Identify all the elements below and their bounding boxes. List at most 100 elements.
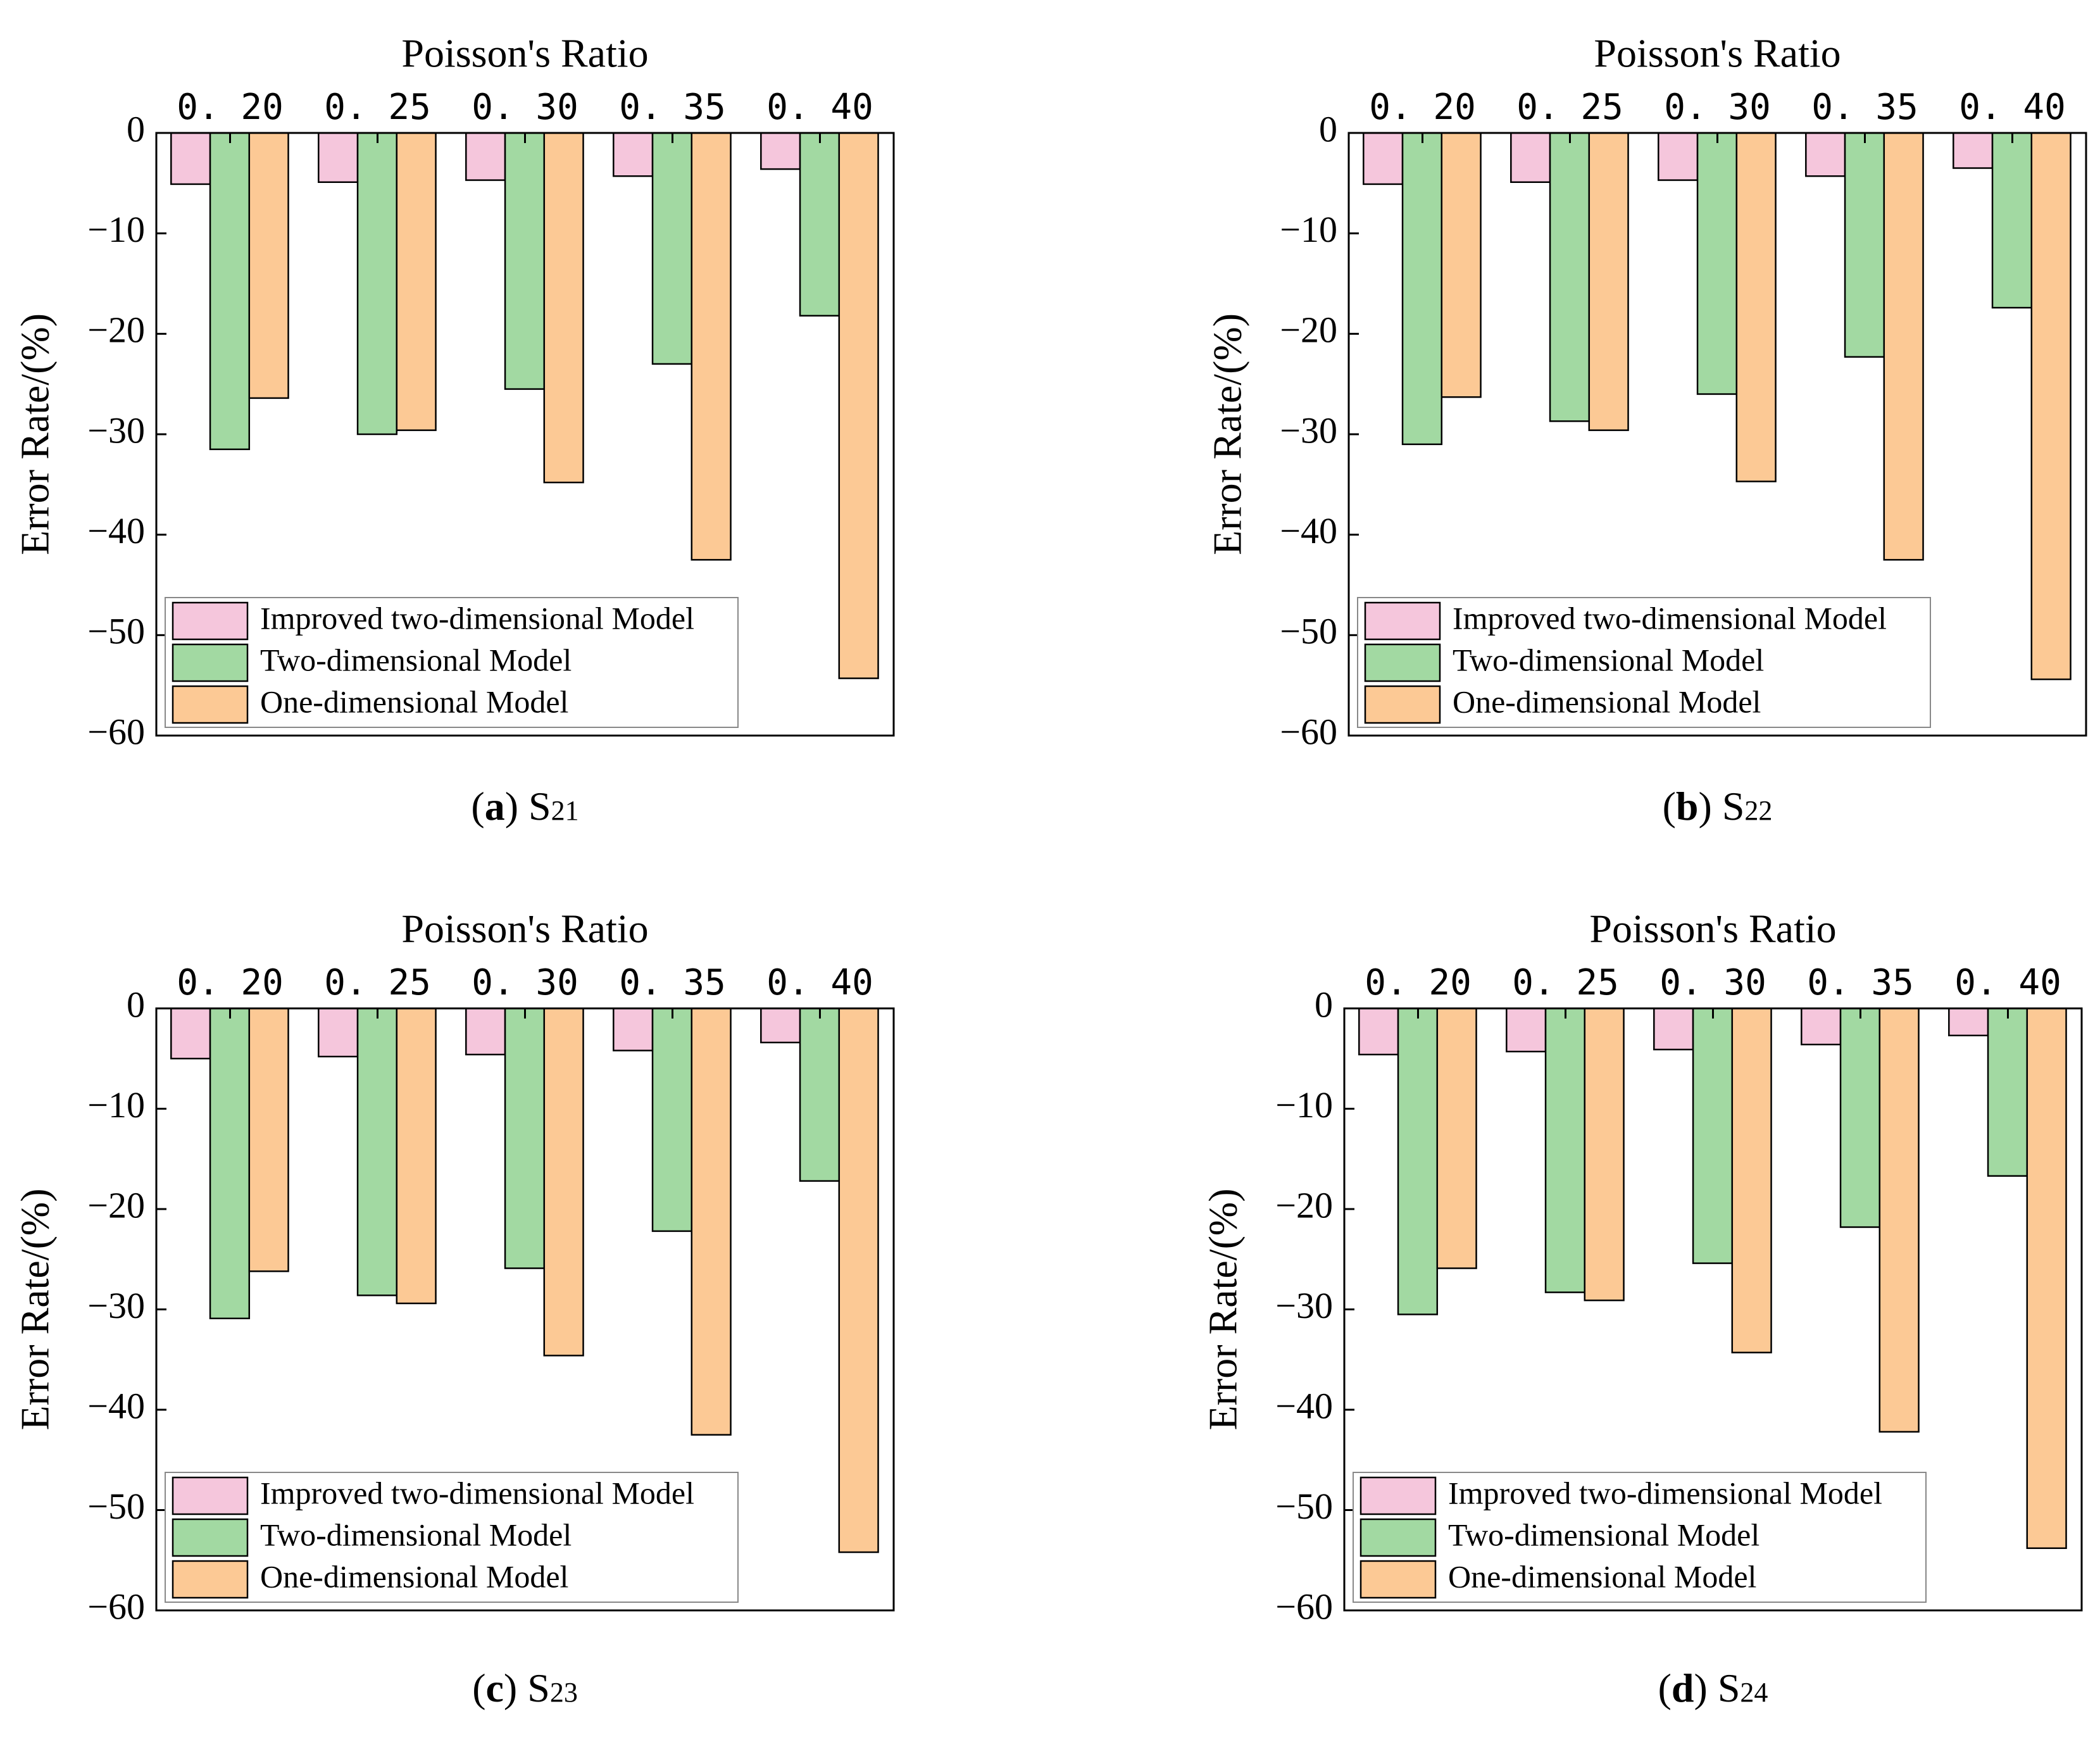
legend-swatch-two-dimensional [1359, 1518, 1437, 1557]
panel-caption: (a) S21 [471, 784, 578, 829]
x-tick-label: 0. 25 [1512, 962, 1619, 1003]
legend-label-one-dimensional: One-dimensional Model [1448, 1558, 1756, 1594]
y-tick-label: −30 [87, 1285, 145, 1326]
bar-two-dimensional-1 [209, 1007, 251, 1320]
y-tick-label: −40 [1280, 510, 1337, 551]
x-tick-label: 0. 40 [1954, 962, 2061, 1003]
caption-subscript: 23 [550, 1677, 578, 1708]
legend-label-two-dimensional: Two-dimensional Model [1448, 1517, 1759, 1552]
bar-improved-4 [613, 132, 654, 177]
x-tick-label: 0. 30 [472, 962, 578, 1003]
y-tick-label: −60 [87, 1586, 145, 1627]
bar-two-dimensional-4 [1839, 1007, 1881, 1228]
bar-one-dimensional-4 [691, 132, 732, 561]
y-tick-label: −10 [87, 209, 145, 250]
bar-one-dimensional-1 [1441, 132, 1482, 398]
legend-label-two-dimensional: Two-dimensional Model [260, 642, 572, 677]
y-tick-label: −40 [87, 1385, 145, 1426]
legend-label-one-dimensional: One-dimensional Model [260, 684, 568, 719]
y-tick-label: −60 [1275, 1586, 1333, 1627]
panel-caption: (b) S22 [1663, 784, 1773, 829]
caption-subscript: 21 [551, 795, 579, 826]
legend-swatch-two-dimensional [1364, 643, 1441, 682]
legend-label-improved: Improved two-dimensional Model [1453, 600, 1887, 636]
bar-one-dimensional-2 [1584, 1007, 1625, 1301]
bar-two-dimensional-2 [1549, 132, 1591, 422]
legend-box [1357, 597, 1931, 728]
x-tick-label: 0. 25 [324, 962, 431, 1003]
bar-two-dimensional-3 [504, 1007, 546, 1269]
y-tick-label: −60 [1280, 711, 1337, 752]
bar-improved-2 [1506, 1007, 1547, 1053]
bar-two-dimensional-1 [1397, 1007, 1439, 1315]
bar-improved-4 [1801, 1007, 1842, 1046]
legend-swatch-one-dimensional [172, 1560, 249, 1599]
legend-box [1353, 1472, 1927, 1603]
legend-swatch-one-dimensional [1364, 685, 1441, 724]
caption-paren-open: ( [472, 1665, 485, 1710]
caption-label: S [1722, 784, 1745, 829]
bar-two-dimensional-5 [1987, 1007, 2028, 1177]
caption-letter: d [1672, 1665, 1694, 1710]
caption-paren-close: ) [505, 784, 528, 829]
caption-letter: c [486, 1665, 504, 1710]
bar-two-dimensional-1 [1401, 132, 1443, 446]
y-tick-label: 0 [1319, 108, 1337, 149]
bar-one-dimensional-3 [543, 132, 584, 484]
caption-subscript: 24 [1740, 1677, 1768, 1708]
y-tick-label: −20 [1280, 310, 1337, 351]
x-tick-label: 0. 40 [766, 87, 873, 128]
caption-paren-close: ) [1694, 1665, 1718, 1710]
x-tick-label: 0. 20 [177, 87, 284, 128]
y-tick-label: 0 [127, 108, 145, 149]
caption-letter: a [485, 784, 505, 829]
chart-title: Poisson's Ratio [1589, 906, 1836, 951]
x-tick-label: 0. 40 [766, 962, 873, 1003]
x-tick-label: 0. 35 [1807, 962, 1914, 1003]
caption-paren-open: ( [1658, 1665, 1672, 1710]
bar-improved-5 [1948, 1007, 1989, 1037]
bar-improved-1 [1363, 132, 1404, 185]
y-tick-label: −50 [87, 611, 145, 652]
y-axis-label: Error Rate/(%) [1205, 313, 1250, 555]
x-tick-label: 0. 20 [1365, 962, 1472, 1003]
x-tick-label: 0. 25 [324, 87, 431, 128]
legend-swatch-one-dimensional [172, 685, 249, 724]
y-tick-label: −40 [1275, 1385, 1333, 1426]
caption-subscript: 22 [1744, 795, 1772, 826]
bar-one-dimensional-1 [1436, 1007, 1477, 1269]
y-tick-label: −30 [1275, 1285, 1333, 1326]
y-tick-label: −10 [1275, 1084, 1333, 1126]
y-tick-label: −20 [87, 310, 145, 351]
y-tick-label: 0 [127, 984, 145, 1025]
bar-one-dimensional-5 [838, 132, 879, 679]
x-tick-label: 0. 40 [1959, 87, 2066, 128]
legend-label-improved: Improved two-dimensional Model [260, 1475, 694, 1510]
y-tick-label: −10 [87, 1084, 145, 1126]
y-tick-label: −50 [1275, 1486, 1333, 1527]
bar-one-dimensional-3 [1735, 132, 1777, 482]
y-axis-label: Error Rate/(%) [1201, 1188, 1246, 1430]
bar-two-dimensional-3 [1696, 132, 1738, 395]
bar-one-dimensional-3 [1731, 1007, 1772, 1353]
bar-improved-1 [1358, 1007, 1399, 1056]
y-axis-label: Error Rate/(%) [13, 313, 58, 555]
bar-one-dimensional-1 [248, 1007, 289, 1272]
x-tick-label: 0. 25 [1516, 87, 1623, 128]
panel-caption: (c) S23 [472, 1665, 578, 1710]
bar-one-dimensional-5 [2026, 1007, 2067, 1549]
y-tick-label: −50 [1280, 611, 1337, 652]
caption-paren-open: ( [471, 784, 484, 829]
chart-panel-b: Poisson's Ratio Error Rate/(%) 0 −10 −20 −30 −… [1205, 31, 2087, 829]
bar-one-dimensional-4 [1883, 132, 1924, 561]
y-tick-label: −20 [1275, 1184, 1333, 1226]
legend-label-one-dimensional: One-dimensional Model [1453, 684, 1761, 719]
bar-improved-4 [1805, 132, 1846, 177]
bar-improved-2 [318, 132, 359, 183]
bar-improved-3 [1658, 132, 1699, 181]
x-tick-label: 0. 35 [619, 962, 726, 1003]
caption-label: S [527, 1665, 550, 1710]
bar-improved-2 [318, 1007, 359, 1058]
legend-swatch-improved [172, 601, 249, 641]
